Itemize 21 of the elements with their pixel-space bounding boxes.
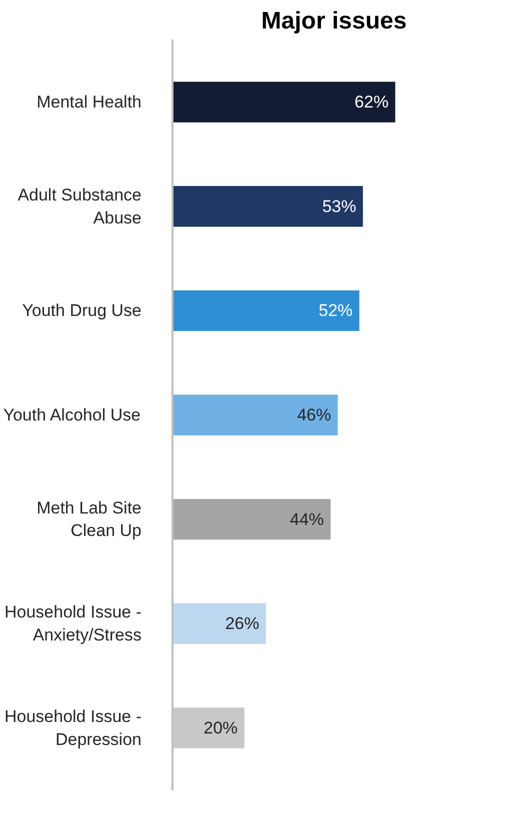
chart-title: Major issues bbox=[261, 8, 407, 34]
bar bbox=[172, 603, 266, 644]
y-tick-label: Household Issue - Depression bbox=[4, 707, 142, 749]
data-label: 46% bbox=[297, 406, 332, 424]
data-label: 52% bbox=[318, 301, 353, 320]
y-tick-label: Youth Alcohol Use bbox=[3, 406, 141, 424]
y-tick-label: Mental Health bbox=[36, 92, 142, 112]
y-tick-label: Household Issue - Anxiety/Stress bbox=[4, 602, 142, 645]
bar bbox=[172, 394, 338, 436]
data-label: 44% bbox=[290, 510, 324, 529]
data-label: 53% bbox=[322, 196, 356, 216]
data-label: 20% bbox=[204, 718, 238, 738]
bar bbox=[172, 186, 363, 227]
data-label: 62% bbox=[354, 92, 389, 112]
bar bbox=[172, 498, 331, 540]
bar bbox=[172, 290, 360, 332]
bar bbox=[172, 82, 396, 122]
y-tick-label: Youth Drug Use bbox=[22, 301, 142, 320]
y-tick-label: Adult Substance Abuse bbox=[18, 185, 142, 228]
y-tick-label: Meth Lab Site Clean Up bbox=[36, 498, 142, 540]
data-label: 26% bbox=[225, 614, 260, 634]
